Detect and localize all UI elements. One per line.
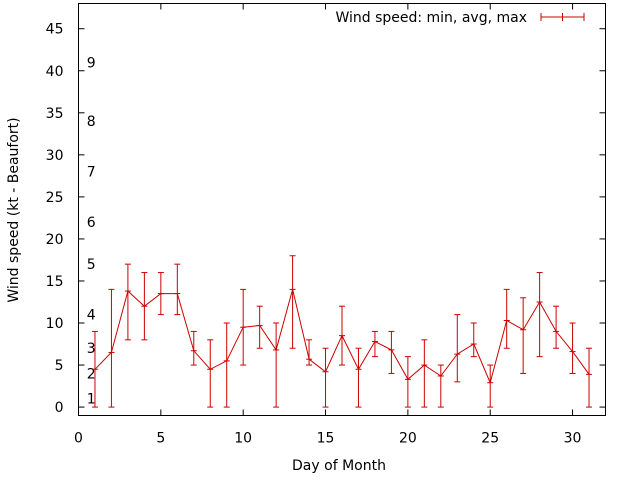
x-tick-label: 25 — [481, 431, 499, 447]
y-tick-label: 40 — [46, 64, 64, 80]
beaufort-label: 5 — [87, 257, 96, 273]
y-tick-label: 25 — [46, 190, 64, 206]
beaufort-label: 7 — [87, 165, 96, 181]
x-axis-title: Day of Month — [292, 458, 386, 474]
x-tick-label: 0 — [74, 431, 83, 447]
beaufort-label: 8 — [87, 114, 96, 130]
plot-area — [78, 3, 606, 416]
y-tick-label: 45 — [46, 22, 64, 38]
y-axis-title: Wind speed (kt - Beaufort) — [6, 117, 22, 302]
beaufort-label: 2 — [87, 366, 96, 382]
legend-label: Wind speed: min, avg, max — [335, 10, 527, 26]
beaufort-label: 3 — [87, 341, 96, 357]
x-tick-label: 5 — [156, 431, 165, 447]
beaufort-label: 1 — [87, 392, 96, 408]
x-tick-label: 15 — [317, 431, 335, 447]
legend: Wind speed: min, avg, max — [335, 10, 585, 26]
x-tick-label: 10 — [234, 431, 252, 447]
beaufort-scale-labels: 1 2 3 4 5 6 7 8 9 — [87, 55, 96, 407]
y-tick-label: 35 — [46, 106, 64, 122]
x-tick-label: 20 — [399, 431, 417, 447]
y-tick-label: 0 — [55, 400, 64, 416]
series-layer — [91, 255, 593, 408]
y-tick-label: 5 — [55, 358, 64, 374]
y-tick-label: 15 — [46, 274, 64, 290]
y-tick-label: 30 — [46, 148, 64, 164]
beaufort-label: 6 — [87, 215, 96, 231]
x-tick-label: 30 — [564, 431, 582, 447]
beaufort-label: 9 — [87, 55, 96, 71]
beaufort-label: 4 — [87, 308, 96, 324]
y-tick-label: 20 — [46, 232, 64, 248]
y-tick-label: 10 — [46, 316, 64, 332]
